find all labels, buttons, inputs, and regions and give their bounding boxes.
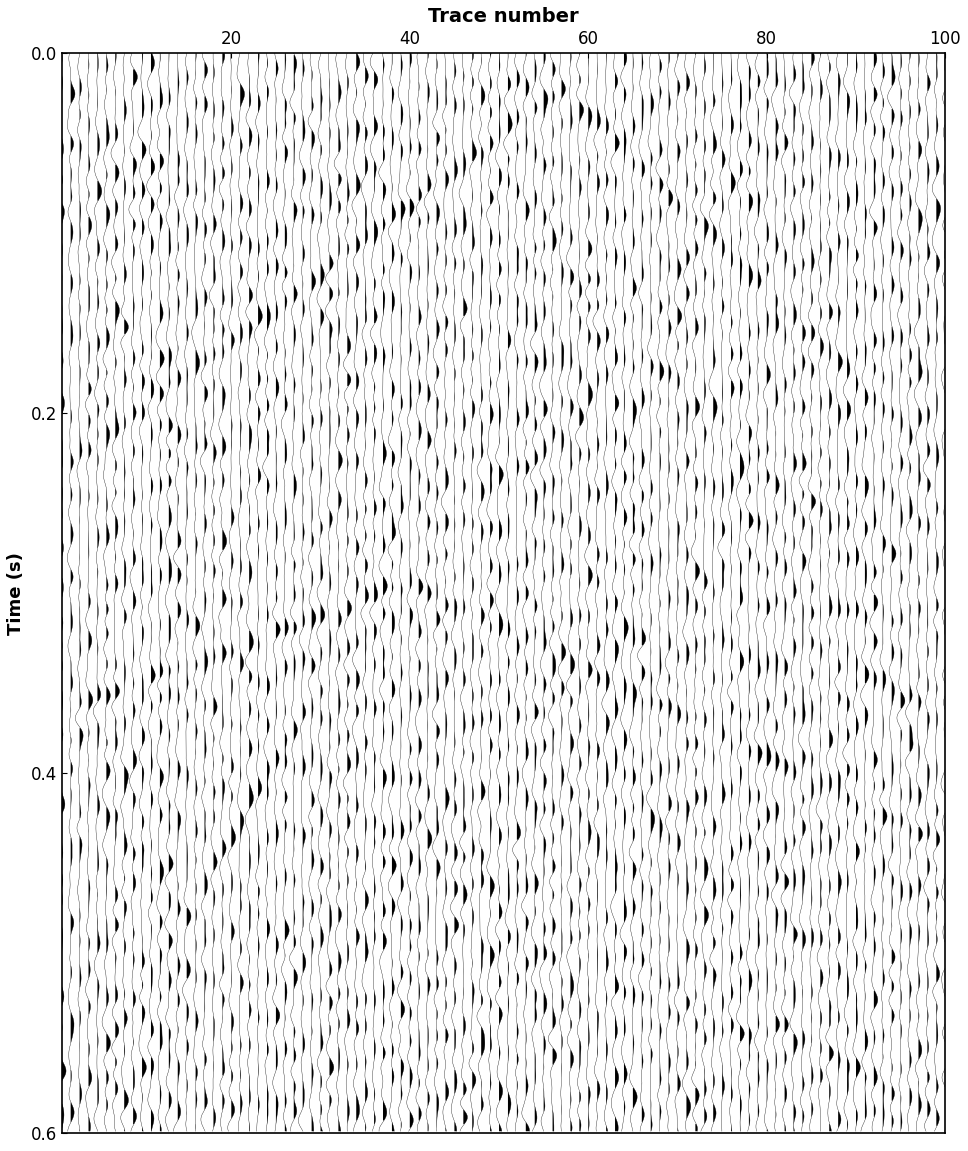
X-axis label: Trace number: Trace number bbox=[428, 7, 579, 26]
Y-axis label: Time (s): Time (s) bbox=[7, 551, 25, 634]
